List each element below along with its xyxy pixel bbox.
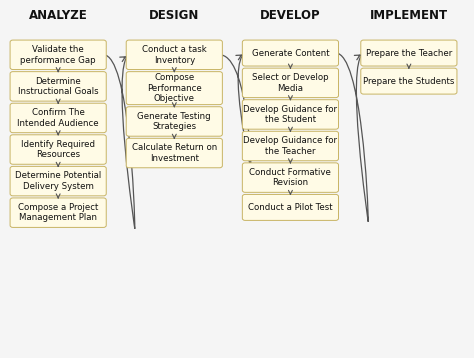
Text: Conduct Formative
Revision: Conduct Formative Revision — [249, 168, 331, 187]
FancyBboxPatch shape — [126, 107, 222, 136]
FancyBboxPatch shape — [242, 131, 338, 161]
Text: Determine
Instructional Goals: Determine Instructional Goals — [18, 77, 99, 96]
Text: Prepare the Students: Prepare the Students — [363, 77, 455, 86]
FancyBboxPatch shape — [242, 100, 338, 129]
FancyBboxPatch shape — [361, 68, 457, 94]
Text: Develop Guidance for
the Student: Develop Guidance for the Student — [244, 105, 337, 124]
FancyBboxPatch shape — [242, 68, 338, 98]
FancyBboxPatch shape — [10, 72, 106, 101]
Text: DEVELOP: DEVELOP — [260, 9, 321, 22]
Text: Conduct a task
Inventory: Conduct a task Inventory — [142, 45, 207, 64]
FancyBboxPatch shape — [10, 135, 106, 164]
Text: Select or Develop
Media: Select or Develop Media — [252, 73, 329, 93]
Text: Determine Potential
Delivery System: Determine Potential Delivery System — [15, 171, 101, 191]
Text: Identify Required
Resources: Identify Required Resources — [21, 140, 95, 159]
FancyBboxPatch shape — [242, 40, 338, 66]
FancyBboxPatch shape — [242, 163, 338, 192]
Text: DESIGN: DESIGN — [149, 9, 200, 22]
FancyBboxPatch shape — [10, 40, 106, 69]
FancyBboxPatch shape — [242, 194, 338, 221]
Text: Validate the
performance Gap: Validate the performance Gap — [20, 45, 96, 64]
Text: Calculate Return on
Investment: Calculate Return on Investment — [132, 143, 217, 163]
Text: ANALYZE: ANALYZE — [29, 9, 88, 22]
FancyBboxPatch shape — [126, 138, 222, 168]
FancyBboxPatch shape — [10, 198, 106, 227]
FancyBboxPatch shape — [126, 72, 222, 105]
FancyBboxPatch shape — [361, 40, 457, 66]
Text: Generate Testing
Strategies: Generate Testing Strategies — [137, 112, 211, 131]
Text: Compose a Project
Management Plan: Compose a Project Management Plan — [18, 203, 98, 222]
Text: IMPLEMENT: IMPLEMENT — [370, 9, 448, 22]
Text: Conduct a Pilot Test: Conduct a Pilot Test — [248, 203, 333, 212]
FancyBboxPatch shape — [10, 103, 106, 133]
Text: Prepare the Teacher: Prepare the Teacher — [366, 49, 452, 58]
Text: Generate Content: Generate Content — [252, 49, 329, 58]
FancyBboxPatch shape — [10, 166, 106, 196]
Text: Confirm The
Intended Audience: Confirm The Intended Audience — [18, 108, 99, 128]
Text: Compose
Performance
Objective: Compose Performance Objective — [147, 73, 201, 103]
Text: Develop Guidance for
the Teacher: Develop Guidance for the Teacher — [244, 136, 337, 156]
FancyBboxPatch shape — [126, 40, 222, 69]
